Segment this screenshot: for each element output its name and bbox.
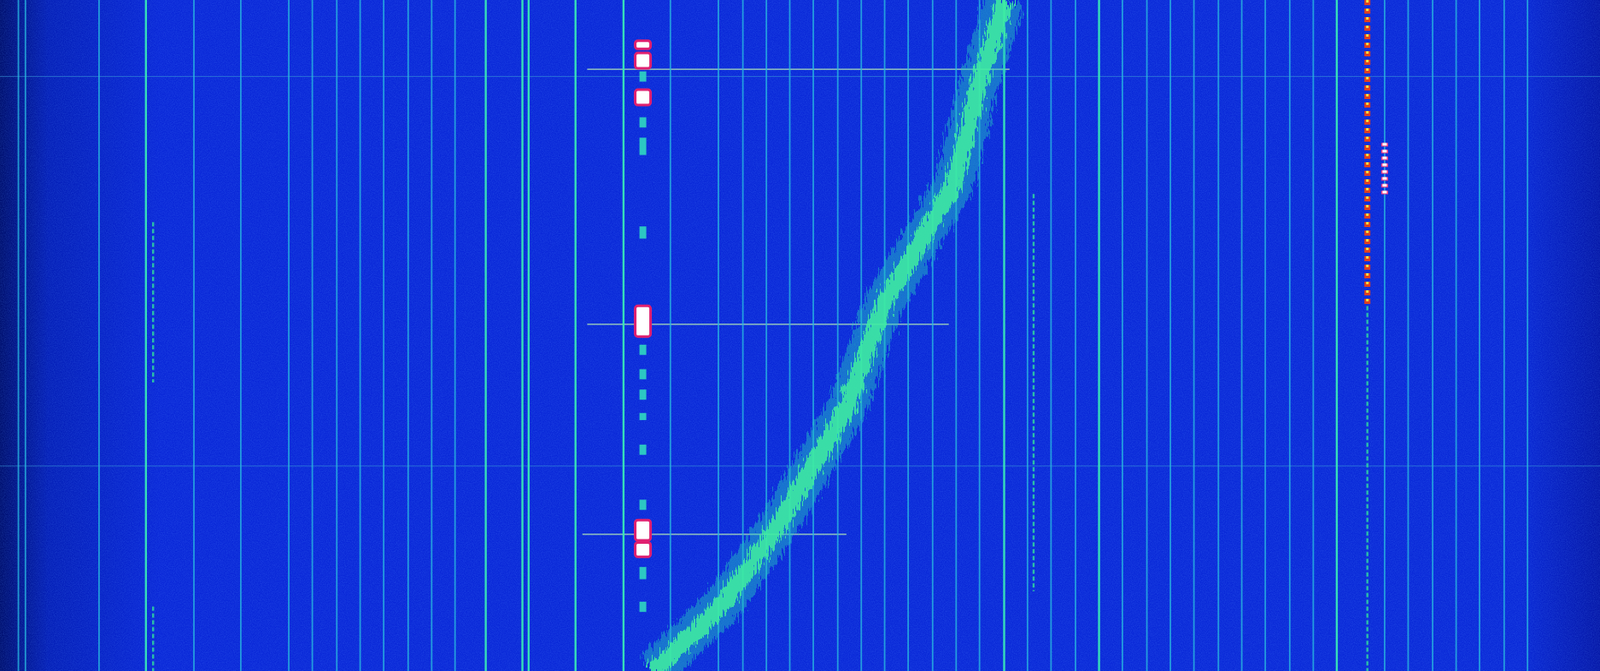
carrier	[145, 0, 147, 671]
carrier	[240, 0, 242, 671]
carrier	[1478, 0, 1481, 671]
burst	[635, 52, 651, 69]
carrier	[1312, 0, 1314, 671]
carrier	[1336, 0, 1338, 671]
trace	[1364, 0, 1371, 306]
carrier	[521, 0, 523, 671]
waterfall	[0, 0, 1600, 671]
burst	[639, 499, 647, 510]
carrier	[287, 0, 290, 671]
carrier	[812, 0, 815, 671]
carrier	[669, 0, 672, 671]
burst	[639, 602, 647, 613]
burst	[639, 413, 647, 421]
carrier	[1503, 0, 1506, 671]
carrier	[24, 0, 27, 671]
carrier	[1193, 0, 1196, 671]
carrier	[1455, 0, 1458, 671]
carrier	[717, 0, 720, 671]
background	[0, 0, 1600, 671]
burst	[639, 71, 647, 83]
drift-glow	[653, 0, 1006, 671]
carrier	[98, 0, 100, 671]
trace	[152, 607, 154, 671]
interference-line	[582, 533, 847, 535]
carrier	[1002, 0, 1005, 671]
burst	[639, 345, 647, 356]
trace	[152, 222, 154, 383]
carrier	[1121, 0, 1124, 671]
carrier	[789, 0, 792, 671]
burst	[635, 520, 651, 541]
burst	[635, 89, 651, 106]
carrier	[1074, 0, 1077, 671]
carrier	[1217, 0, 1220, 671]
burst	[639, 445, 647, 456]
drift-signal	[653, 0, 1006, 671]
carrier	[1097, 0, 1100, 671]
interference-line	[0, 76, 1600, 77]
carrier	[1431, 0, 1434, 671]
carrier	[17, 0, 20, 671]
carrier	[837, 0, 839, 671]
carrier	[1264, 0, 1266, 671]
carrier	[1241, 0, 1243, 671]
burst	[639, 567, 647, 580]
carrier	[1289, 0, 1291, 671]
trace-core	[1365, 0, 1369, 306]
trace	[1365, 305, 1368, 671]
interference-line	[586, 69, 1009, 71]
burst	[639, 389, 647, 400]
burst	[635, 41, 651, 50]
signals	[0, 0, 1600, 671]
carrier	[311, 0, 314, 671]
carrier	[527, 0, 530, 671]
burst	[635, 305, 651, 337]
carrier	[931, 0, 934, 671]
noise-floor	[0, 0, 1600, 671]
carrier	[622, 0, 625, 671]
carrier	[430, 0, 433, 671]
drift-group	[653, 0, 1006, 671]
carrier	[193, 0, 195, 671]
carrier	[484, 0, 487, 671]
carrier	[574, 0, 577, 671]
burst	[635, 542, 651, 557]
carrier	[1407, 0, 1410, 671]
carrier	[407, 0, 410, 671]
carrier	[1049, 0, 1052, 671]
carrier	[907, 0, 909, 671]
carrier	[1169, 0, 1172, 671]
carrier	[382, 0, 385, 671]
carrier	[1026, 0, 1029, 671]
burst	[639, 117, 647, 128]
burst	[639, 137, 647, 155]
burst	[639, 369, 647, 380]
carrier	[1526, 0, 1529, 671]
carrier	[1383, 0, 1386, 671]
carrier	[1146, 0, 1149, 671]
carrier	[359, 0, 362, 671]
trace	[1381, 142, 1389, 195]
trace-core	[1382, 142, 1387, 195]
carrier	[335, 0, 338, 671]
burst	[639, 226, 647, 239]
carrier	[454, 0, 457, 671]
trace	[1032, 193, 1035, 592]
